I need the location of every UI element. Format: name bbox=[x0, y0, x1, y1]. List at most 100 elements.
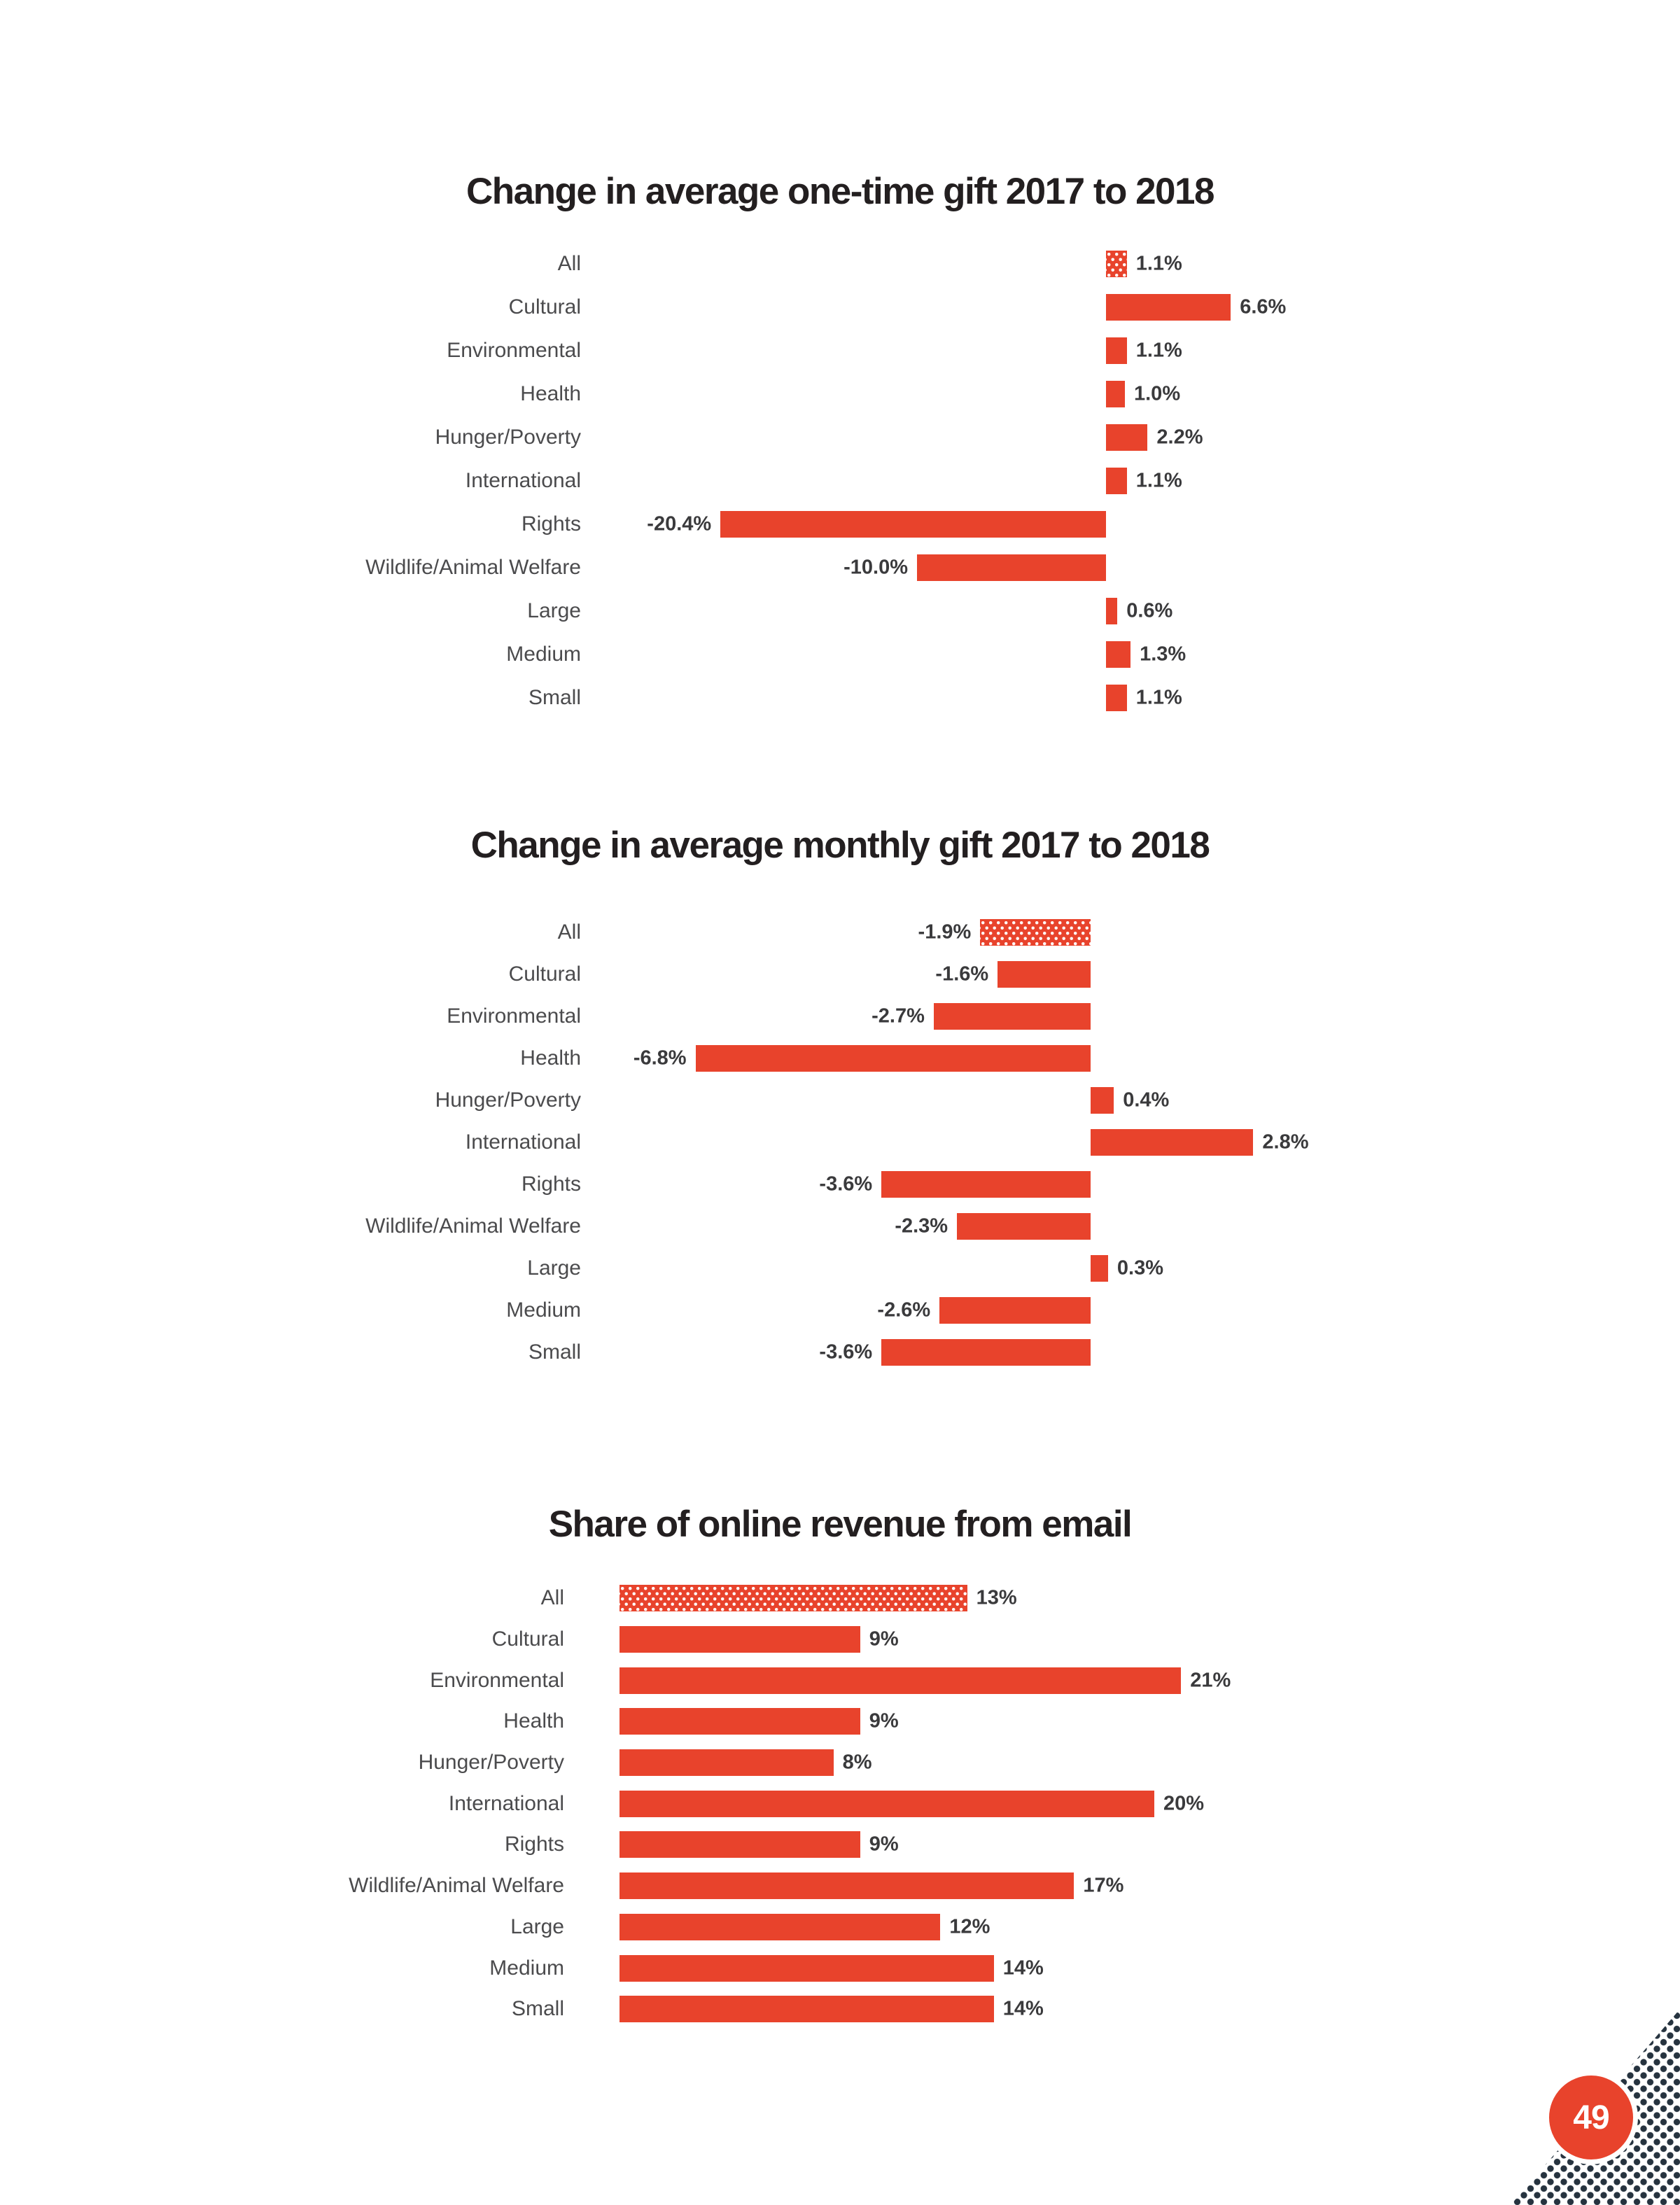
value-label: 21% bbox=[1190, 1669, 1231, 1692]
category-label: Large bbox=[527, 1256, 581, 1280]
plot-area: 1.1% bbox=[581, 459, 1680, 503]
chart-row: Health 1.0% bbox=[0, 372, 1680, 416]
value-label: 0.6% bbox=[1126, 599, 1173, 622]
chart-row: Large 0.3% bbox=[0, 1247, 1680, 1289]
category-label: Medium bbox=[506, 1298, 581, 1322]
bar-negative bbox=[881, 1339, 1091, 1366]
category-label: Hunger/Poverty bbox=[435, 1088, 581, 1112]
category-label: All bbox=[557, 920, 581, 944]
chart-row: Cultural 6.6% bbox=[0, 286, 1680, 329]
bar-positive bbox=[620, 1626, 860, 1653]
chart-row: Cultural -1.6% bbox=[0, 953, 1680, 995]
plot-area: 1.0% bbox=[581, 372, 1680, 416]
value-label: 9% bbox=[869, 1709, 899, 1732]
value-label: 9% bbox=[869, 1628, 899, 1651]
chart-row: Hunger/Poverty 0.4% bbox=[0, 1079, 1680, 1121]
value-label: 1.1% bbox=[1135, 686, 1182, 709]
chart-row: Small 1.1% bbox=[0, 676, 1680, 720]
value-label: -1.6% bbox=[935, 962, 989, 986]
value-label: 1.1% bbox=[1135, 339, 1182, 362]
chart-row: Rights -20.4% bbox=[0, 503, 1680, 546]
category-label: Hunger/Poverty bbox=[418, 1751, 564, 1774]
category-label: Health bbox=[520, 1046, 581, 1070]
bar-negative bbox=[933, 1003, 1091, 1030]
plot-area: 21% bbox=[564, 1660, 1680, 1701]
bar-negative bbox=[695, 1045, 1091, 1072]
bar-positive bbox=[1106, 337, 1127, 364]
category-label: Wildlife/Animal Welfare bbox=[365, 556, 581, 579]
plot-area: -1.9% bbox=[581, 911, 1680, 953]
category-label: International bbox=[465, 469, 581, 492]
bar-negative bbox=[980, 919, 1091, 946]
plot-area: -2.7% bbox=[581, 995, 1680, 1037]
category-label: All bbox=[557, 252, 581, 275]
bar-positive bbox=[620, 1872, 1074, 1900]
value-label: -2.6% bbox=[877, 1298, 931, 1322]
category-label: Cultural bbox=[508, 962, 581, 986]
value-label: 2.2% bbox=[1156, 426, 1203, 449]
value-label: 20% bbox=[1163, 1792, 1205, 1815]
chart-row: Health -6.8% bbox=[0, 1037, 1680, 1079]
category-label: All bbox=[540, 1586, 564, 1610]
value-label: 12% bbox=[949, 1915, 990, 1938]
bar-positive bbox=[1106, 424, 1148, 451]
value-label: 17% bbox=[1083, 1874, 1124, 1897]
chart-row: International 20% bbox=[0, 1783, 1680, 1824]
plot-area: -10.0% bbox=[581, 546, 1680, 589]
plot-area: 14% bbox=[564, 1989, 1680, 2030]
chart-one-time-gift: All 1.1% Cultural 6.6% Environmental 1.1% Heal… bbox=[0, 242, 1680, 720]
chart-row: Wildlife/Animal Welfare -10.0% bbox=[0, 546, 1680, 589]
bar-positive bbox=[620, 1954, 994, 1982]
value-label: 1.3% bbox=[1140, 643, 1186, 666]
value-label: 0.4% bbox=[1123, 1088, 1170, 1112]
category-label: International bbox=[465, 1130, 581, 1154]
chart-row: Medium 1.3% bbox=[0, 633, 1680, 676]
bar-positive bbox=[620, 1831, 860, 1858]
value-label: -10.0% bbox=[844, 556, 908, 579]
chart-row: Small 14% bbox=[0, 1989, 1680, 2030]
bar-negative bbox=[881, 1171, 1091, 1198]
value-label: -1.9% bbox=[918, 920, 972, 944]
chart-title-one-time-gift: Change in average one-time gift 2017 to … bbox=[466, 171, 1215, 212]
plot-area: 1.1% bbox=[581, 329, 1680, 372]
plot-area: -3.6% bbox=[581, 1163, 1680, 1205]
value-label: 6.6% bbox=[1240, 295, 1287, 318]
chart-row: All -1.9% bbox=[0, 911, 1680, 953]
plot-area: 1.3% bbox=[581, 633, 1680, 676]
bar-positive bbox=[1091, 1087, 1114, 1114]
bar-positive bbox=[620, 1996, 994, 2023]
category-label: Small bbox=[528, 686, 581, 709]
bar-positive bbox=[1091, 1255, 1108, 1282]
category-label: Large bbox=[510, 1914, 564, 1938]
chart-row: Health 9% bbox=[0, 1701, 1680, 1742]
bar-negative bbox=[997, 961, 1091, 988]
plot-area: 9% bbox=[564, 1824, 1680, 1865]
category-label: Health bbox=[503, 1709, 564, 1733]
plot-area: 9% bbox=[564, 1701, 1680, 1742]
bar-negative bbox=[957, 1213, 1091, 1240]
category-label: Environmental bbox=[447, 339, 581, 362]
bar-positive bbox=[620, 1667, 1182, 1694]
chart-monthly-gift: All -1.9% Cultural -1.6% Environmental -2.7% H… bbox=[0, 911, 1680, 1373]
category-label: Rights bbox=[521, 1172, 581, 1196]
page-number: 49 bbox=[1573, 2099, 1609, 2136]
chart-row: Environmental -2.7% bbox=[0, 995, 1680, 1037]
plot-area: 0.6% bbox=[581, 589, 1680, 633]
chart-row: International 2.8% bbox=[0, 1121, 1680, 1163]
bar-positive bbox=[620, 1708, 860, 1735]
chart-email-revenue-share: All 13% Cultural 9% Environmental 21% Health 9%… bbox=[0, 1578, 1680, 2030]
value-label: 0.3% bbox=[1116, 1256, 1163, 1280]
plot-area: -3.6% bbox=[581, 1331, 1680, 1373]
category-label: Wildlife/Animal Welfare bbox=[365, 1214, 581, 1238]
plot-area: 2.8% bbox=[581, 1121, 1680, 1163]
plot-area: 9% bbox=[564, 1619, 1680, 1660]
chart-row: International 1.1% bbox=[0, 459, 1680, 503]
bar-positive bbox=[620, 1749, 834, 1777]
chart-title-email-revenue-share: Share of online revenue from email bbox=[548, 1504, 1133, 1545]
bar-positive bbox=[1106, 598, 1118, 624]
chart-row: Rights -3.6% bbox=[0, 1163, 1680, 1205]
plot-area: 1.1% bbox=[581, 242, 1680, 286]
plot-area: 20% bbox=[564, 1783, 1680, 1824]
value-label: 2.8% bbox=[1262, 1130, 1309, 1154]
bar-negative bbox=[917, 554, 1106, 581]
